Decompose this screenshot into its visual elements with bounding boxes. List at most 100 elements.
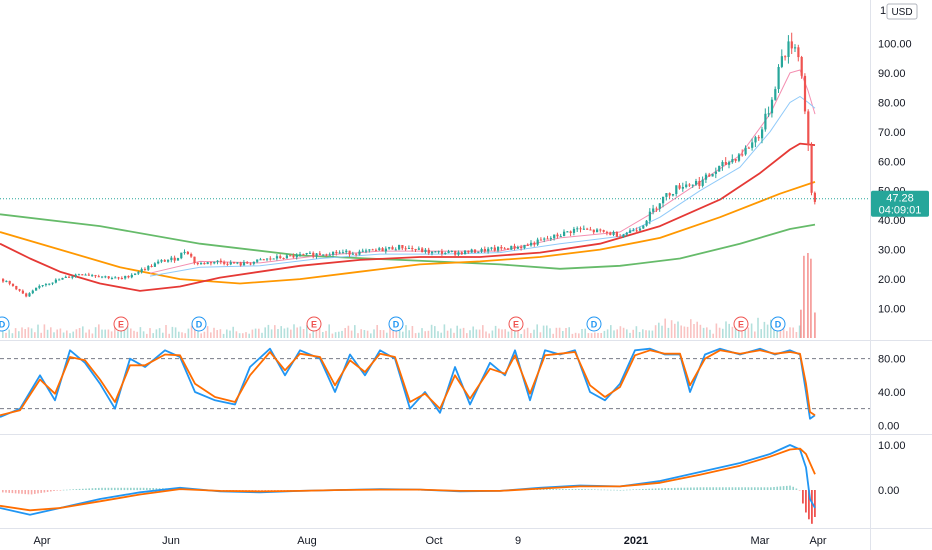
stochastic-panel[interactable] (0, 347, 870, 420)
candle-body[interactable] (305, 253, 308, 255)
candle-body[interactable] (635, 230, 638, 232)
candle-body[interactable] (790, 41, 793, 49)
candle-body[interactable] (662, 196, 665, 204)
moving-average-line[interactable] (149, 69, 816, 274)
candle-body[interactable] (592, 229, 595, 233)
candle-body[interactable] (25, 293, 28, 297)
candle-body[interactable] (249, 263, 252, 265)
candle-body[interactable] (708, 174, 711, 177)
candle-body[interactable] (101, 276, 104, 278)
candle-body[interactable] (28, 293, 31, 297)
candle-body[interactable] (444, 253, 447, 254)
price-tick-label[interactable]: 30.00 (878, 245, 906, 257)
candle-body[interactable] (157, 261, 160, 264)
earnings-badge[interactable]: E (113, 316, 129, 332)
candle-body[interactable] (114, 277, 117, 279)
price-tick-label[interactable]: 20.00 (878, 274, 906, 286)
candle-body[interactable] (223, 262, 226, 264)
candle-body[interactable] (365, 250, 368, 252)
candle-body[interactable] (695, 181, 698, 185)
candle-body[interactable] (236, 262, 239, 264)
candle-body[interactable] (269, 258, 272, 260)
time-tick-label[interactable]: Aug (297, 535, 317, 547)
badge-circle[interactable] (508, 316, 524, 332)
candle-body[interactable] (751, 142, 754, 148)
candle-body[interactable] (810, 145, 813, 193)
candle-body[interactable] (503, 248, 506, 250)
candle-body[interactable] (54, 279, 57, 283)
time-axis[interactable]: Apr Jun Aug Oct 9 2021 Mar Apr (33, 535, 826, 547)
candle-body[interactable] (477, 251, 480, 253)
candle-body[interactable] (784, 56, 787, 58)
candle-body[interactable] (216, 260, 219, 262)
price-tick-label[interactable]: 80.00 (878, 97, 906, 109)
candle-body[interactable] (728, 162, 731, 165)
time-tick-label[interactable]: 9 (515, 535, 521, 547)
candle-body[interactable] (744, 147, 747, 155)
candle-body[interactable] (94, 275, 97, 277)
candle-body[interactable] (539, 239, 543, 241)
candle-body[interactable] (259, 259, 262, 261)
candle-body[interactable] (68, 276, 71, 278)
badge-circle[interactable] (113, 316, 129, 332)
candle-body[interactable] (754, 137, 757, 143)
candle-body[interactable] (180, 252, 183, 259)
currency-label[interactable]: USD (891, 7, 912, 18)
candle-body[interactable] (368, 249, 371, 251)
badge-circle[interactable] (733, 316, 749, 332)
badge-label[interactable]: E (738, 320, 744, 330)
price-tick-label[interactable]: 10.00 (878, 440, 906, 452)
candle-body[interactable] (671, 194, 675, 196)
candle-body[interactable] (71, 276, 74, 278)
candle-body[interactable] (513, 245, 516, 249)
candle-body[interactable] (582, 228, 585, 230)
candle-body[interactable] (170, 257, 173, 261)
candle-body[interactable] (256, 259, 259, 262)
candles[interactable] (2, 32, 816, 298)
candle-body[interactable] (150, 266, 153, 267)
candle-body[interactable] (774, 89, 777, 100)
candle-body[interactable] (275, 256, 279, 259)
candle-body[interactable] (196, 262, 199, 265)
candle-body[interactable] (714, 171, 717, 174)
earnings-badge[interactable]: E (508, 316, 524, 332)
candle-body[interactable] (318, 253, 321, 255)
candle-body[interactable] (384, 248, 387, 252)
currency-button[interactable]: USD (886, 3, 918, 20)
candle-body[interactable] (807, 111, 810, 146)
candle-body[interactable] (761, 129, 764, 139)
candle-body[interactable] (345, 250, 348, 253)
currency-button-frame[interactable] (886, 3, 918, 20)
candle-body[interactable] (599, 229, 602, 231)
candle-body[interactable] (302, 254, 305, 256)
candle-body[interactable] (678, 185, 681, 189)
candle-body[interactable] (64, 276, 67, 278)
candle-body[interactable] (698, 181, 701, 186)
candle-body[interactable] (800, 57, 803, 76)
candle-body[interactable] (549, 238, 552, 240)
candle-body[interactable] (467, 250, 470, 253)
candle-body[interactable] (193, 256, 196, 263)
candle-body[interactable] (328, 254, 331, 256)
candle-body[interactable] (417, 248, 420, 250)
candle-body[interactable] (711, 173, 714, 177)
badge-circle[interactable] (770, 316, 786, 332)
time-tick-label[interactable]: Jun (162, 535, 180, 547)
candle-body[interactable] (407, 248, 411, 249)
badge-circle[interactable] (0, 316, 10, 332)
stochastic-d-line[interactable] (0, 349, 816, 417)
candle-body[interactable] (61, 278, 64, 280)
candle-body[interactable] (183, 251, 186, 253)
candle-body[interactable] (764, 113, 767, 130)
candle-body[interactable] (388, 247, 391, 249)
candle-body[interactable] (322, 254, 325, 256)
candle-body[interactable] (457, 252, 460, 255)
candle-body[interactable] (523, 244, 526, 249)
candle-body[interactable] (770, 99, 774, 114)
candle-body[interactable] (655, 208, 658, 210)
badge-label[interactable]: D (196, 320, 203, 330)
candle-body[interactable] (239, 262, 242, 266)
candle-body[interactable] (414, 249, 417, 250)
candle-body[interactable] (163, 260, 166, 262)
